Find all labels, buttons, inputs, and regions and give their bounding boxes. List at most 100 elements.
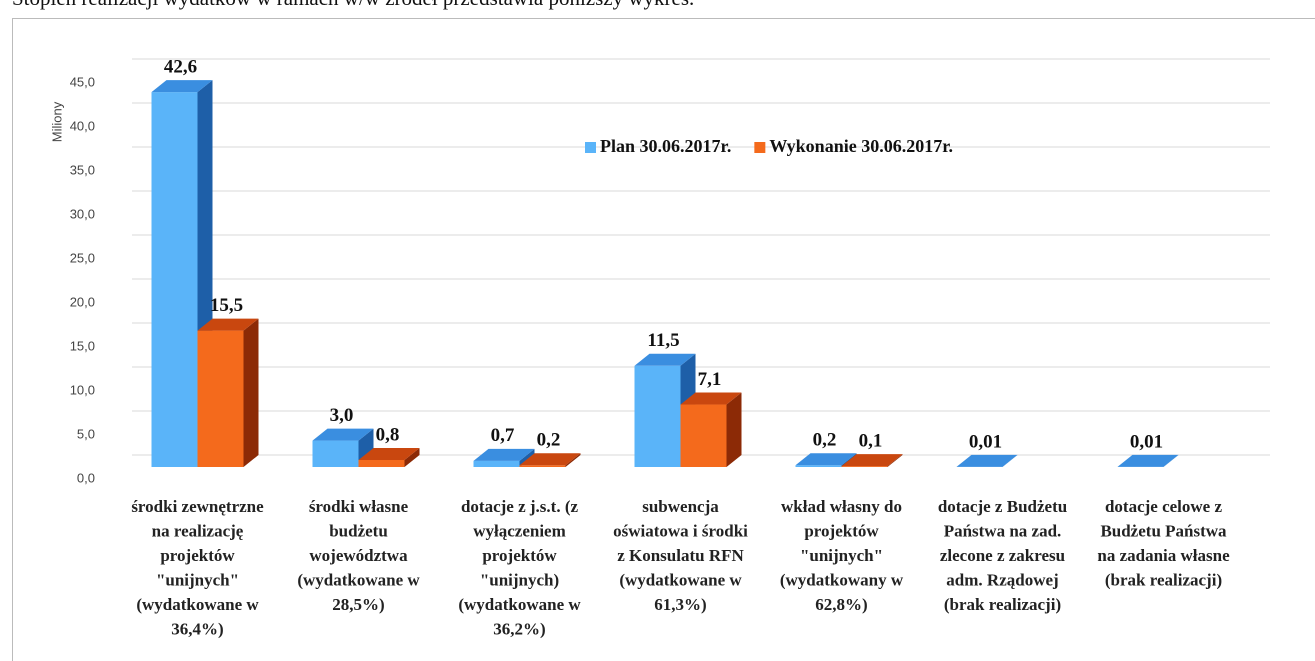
legend-label: Plan 30.06.2017r.: [600, 136, 731, 156]
bar-front: [473, 460, 520, 467]
x-tick-label: projektów: [804, 521, 879, 540]
x-tick-label: 36,2%): [493, 619, 545, 638]
value-label: 0,8: [376, 424, 400, 445]
bar-front: [358, 459, 405, 467]
value-label: 0,01: [1130, 431, 1163, 452]
bar: [680, 392, 742, 467]
bar-top: [1117, 454, 1179, 467]
x-tick-label: projektów: [160, 546, 235, 565]
bar-top: [841, 454, 903, 467]
x-tick-label: na realizację: [152, 521, 244, 540]
x-tick-label: projektów: [482, 546, 557, 565]
x-tick-label: (wydatkowane w: [136, 595, 259, 614]
bar: [1117, 454, 1179, 467]
bar-top: [358, 447, 420, 460]
bar-front: [519, 465, 566, 467]
value-label: 42,6: [164, 56, 197, 77]
caption: Stopień realizacji wydatków w ramach w/w…: [12, 0, 694, 10]
y-tick-label: 25,0: [70, 250, 95, 265]
bar: [634, 353, 696, 467]
bar-side: [243, 318, 259, 467]
value-label: 7,1: [698, 369, 722, 390]
bar-front: [151, 92, 198, 468]
legend-label: Wykonanie 30.06.2017r.: [769, 136, 953, 156]
x-tick-label: (wydatkowane w: [297, 570, 420, 589]
x-tick-label: budżetu: [329, 521, 388, 540]
x-tick-label: 36,4%): [171, 619, 223, 638]
x-tick-label: oświatowa i środki: [613, 521, 748, 540]
bar-top: [795, 453, 857, 466]
x-tick-label: subwencja: [642, 497, 719, 516]
legend-swatch: [754, 142, 766, 153]
bar-side: [565, 453, 581, 467]
bar-front: [841, 466, 888, 467]
x-tick-label: "unijnych": [800, 546, 883, 565]
x-tick-label: (brak realizacji): [944, 595, 1061, 614]
x-tick-label: na zadania własne: [1097, 546, 1230, 565]
value-label: 0,01: [969, 431, 1002, 452]
x-tick-label: "unijnych": [156, 570, 239, 589]
bar-front: [312, 440, 359, 467]
y-tick-label: 5,0: [77, 426, 95, 441]
bar-top: [197, 318, 259, 331]
x-tick-label: dotacje z j.s.t. (z: [461, 497, 579, 516]
bar-top: [956, 454, 1018, 467]
x-tick-label: (brak realizacji): [1105, 570, 1222, 589]
bar-side: [726, 392, 742, 467]
bar: [841, 454, 903, 467]
x-tick-label: wkład własny do: [781, 497, 902, 516]
x-tick-label: dotacje celowe z: [1105, 497, 1223, 516]
bar-top: [634, 353, 696, 366]
chart-frame: [12, 18, 1315, 661]
bar: [519, 453, 581, 467]
y-tick-label: 35,0: [70, 162, 95, 177]
y-tick-label: 45,0: [70, 74, 95, 89]
x-tick-label: (wydatkowane w: [619, 570, 742, 589]
y-axis-title: Miliony: [49, 101, 64, 142]
value-label: 15,5: [210, 295, 243, 316]
x-tick-label: województwa: [309, 546, 408, 565]
bar-side: [404, 447, 420, 467]
x-tick-label: 62,8%): [815, 595, 867, 614]
x-tick-label: wyłączeniem: [473, 521, 566, 540]
x-tick-label: 61,3%): [654, 595, 706, 614]
bar-top: [473, 448, 535, 461]
bar-top: [312, 428, 374, 441]
x-tick-label: (wydatkowany w: [780, 570, 904, 589]
legend-swatch: [585, 142, 596, 153]
bar: [197, 318, 259, 467]
x-tick-label: z Konsulatu RFN: [617, 546, 744, 565]
x-tick-label: "unijnych): [480, 570, 559, 589]
y-tick-label: 20,0: [70, 294, 95, 309]
x-tick-label: Budżetu Państwa: [1100, 521, 1227, 540]
y-tick-label: 15,0: [70, 338, 95, 353]
x-tick-label: 28,5%): [332, 595, 384, 614]
bar-side: [1163, 454, 1179, 467]
y-tick-label: 10,0: [70, 382, 95, 397]
x-tick-label: (wydatkowane w: [458, 595, 581, 614]
value-label: 3,0: [330, 405, 354, 426]
value-label: 0,2: [537, 430, 561, 451]
bar-front: [634, 365, 681, 467]
bar-top: [680, 392, 742, 405]
y-tick-label: 40,0: [70, 118, 95, 133]
bar-top: [519, 453, 581, 466]
bar-front: [795, 465, 842, 467]
x-tick-label: adm. Rządowej: [946, 570, 1058, 589]
value-label: 0,2: [813, 430, 837, 451]
bar-side: [887, 454, 903, 467]
y-tick-label: 30,0: [70, 206, 95, 221]
bar-front: [680, 404, 727, 467]
value-label: 0,7: [491, 425, 515, 446]
bar-front: [197, 330, 244, 467]
bar-top: [151, 80, 213, 93]
bar: [358, 447, 420, 467]
bar: [956, 454, 1018, 467]
y-tick-label: 0,0: [77, 470, 95, 485]
x-tick-label: zlecone z zakresu: [940, 546, 1065, 565]
bar-side: [1002, 454, 1018, 467]
value-label: 0,1: [859, 430, 883, 451]
x-tick-label: środki własne: [309, 497, 409, 516]
x-tick-label: środki zewnętrzne: [131, 497, 264, 516]
